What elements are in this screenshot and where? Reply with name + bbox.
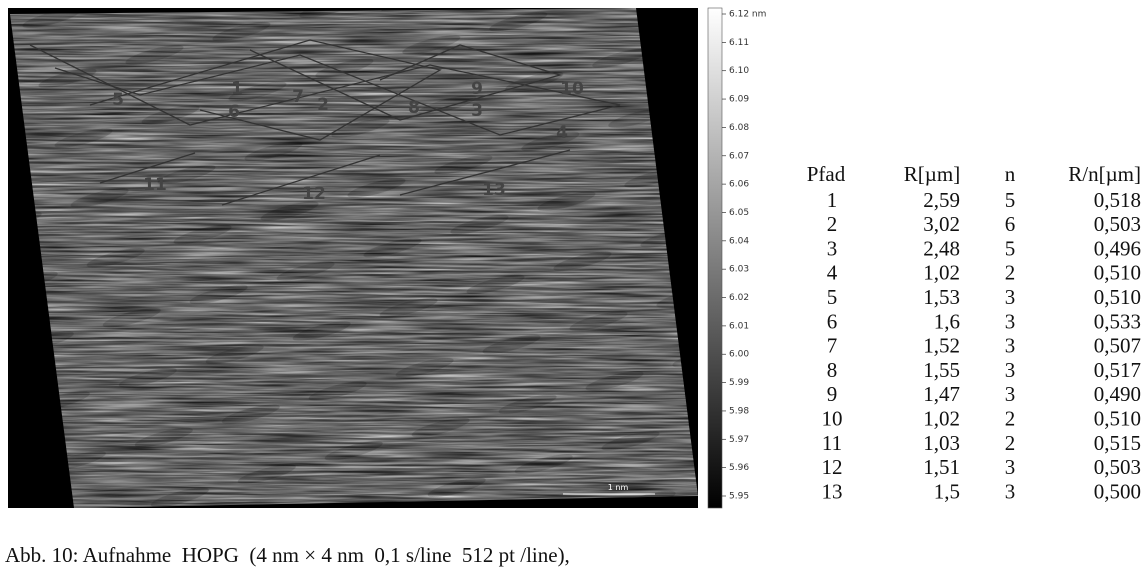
table-cell: 11	[822, 431, 842, 455]
table-cell: 0,533	[1094, 309, 1141, 333]
table-cell: 1,47	[923, 382, 960, 406]
table-cell: 3	[1005, 334, 1016, 358]
table-cell: 4	[827, 261, 838, 285]
table-cell: 1,6	[934, 309, 960, 333]
table-cell: 0,515	[1094, 431, 1141, 455]
table-cell: 9	[827, 382, 838, 406]
path-label: 10	[560, 79, 584, 99]
table-cell: 1,02	[923, 407, 960, 431]
path-label: 9	[471, 79, 483, 99]
table-cell: 7	[827, 334, 838, 358]
table-cell: 0,496	[1094, 236, 1141, 260]
table-cell: 2	[1005, 407, 1016, 431]
table-cell: 5	[827, 285, 838, 309]
path-label: 12	[302, 184, 326, 204]
table-cell: 3	[1005, 382, 1016, 406]
path-label: 2	[317, 95, 329, 115]
table-cell: 3	[827, 236, 838, 260]
table-cell: 0,507	[1094, 334, 1141, 358]
colorbar-label: 6.04	[729, 236, 749, 246]
table-cell: 2	[827, 212, 838, 236]
path-label: 4	[556, 123, 568, 143]
table-cell: 6	[1005, 212, 1016, 236]
colorbar-label: 6.00	[729, 350, 749, 360]
colorbar-label: 5.98	[729, 406, 749, 416]
table-header: Pfad	[807, 162, 846, 186]
table-cell: 1,52	[923, 334, 960, 358]
table-header: R/n[µm]	[1068, 162, 1141, 186]
table-cell: 3	[1005, 455, 1016, 479]
table-cell: 3	[1005, 479, 1016, 503]
table-cell: 12	[822, 455, 843, 479]
colorbar-label: 5.95	[729, 492, 749, 502]
table-cell: 1	[827, 188, 838, 212]
table-cell: 1,51	[923, 455, 960, 479]
table-cell: 3	[1005, 358, 1016, 382]
table-cell: 1,03	[923, 431, 960, 455]
path-label: 3	[471, 101, 483, 121]
scale-bar-label: 1 nm	[608, 483, 629, 492]
table-cell: 5	[1005, 188, 1016, 212]
table-cell: 2	[1005, 431, 1016, 455]
table-cell: 8	[827, 358, 838, 382]
path-label: 7	[292, 87, 304, 107]
colorbar-label: 5.99	[729, 378, 749, 388]
table-cell: 0,490	[1094, 382, 1141, 406]
colorbar-label: 6.12 nm	[729, 10, 766, 20]
table-cell: 3,02	[923, 212, 960, 236]
colorbar-label: 6.08	[729, 123, 749, 133]
table-cell: 2	[1005, 261, 1016, 285]
path-label: 8	[408, 98, 420, 118]
colorbar-label: 5.96	[729, 463, 749, 473]
table-cell: 6	[827, 309, 838, 333]
path-label: 11	[143, 175, 167, 195]
colorbar-label: 6.01	[729, 321, 749, 331]
colorbar-label: 6.03	[729, 265, 749, 275]
colorbar-label: 5.97	[729, 435, 749, 445]
colorbar-label: 6.07	[729, 151, 749, 161]
colorbar-label: 6.10	[729, 66, 749, 76]
colorbar-label: 6.11	[729, 38, 749, 48]
table-cell: 10	[822, 407, 843, 431]
table-cell: 3	[1005, 309, 1016, 333]
path-label: 5	[112, 90, 124, 110]
table-header: n	[1005, 162, 1016, 186]
path-label: 6	[228, 102, 240, 122]
table-cell: 13	[822, 479, 843, 503]
table-cell: 1,5	[934, 479, 960, 503]
table-cell: 0,503	[1094, 212, 1141, 236]
table-cell: 1,53	[923, 285, 960, 309]
table-cell: 0,503	[1094, 455, 1141, 479]
path-label: 13	[482, 180, 506, 200]
table-cell: 5	[1005, 236, 1016, 260]
table-cell: 0,518	[1094, 188, 1141, 212]
table-cell: 1,02	[923, 261, 960, 285]
table-cell: 0,517	[1094, 358, 1141, 382]
colorbar-label: 6.06	[729, 180, 749, 190]
colorbar-label: 6.09	[729, 95, 749, 105]
table-cell: 2,59	[923, 188, 960, 212]
path-lines	[29, 39, 621, 206]
afm-image: 1 2 3 4 5 6 7 8 9 10 11 12 13 1 nm	[8, 8, 698, 508]
table-cell: 0,510	[1094, 285, 1141, 309]
table-cell: 0,510	[1094, 407, 1141, 431]
colorbar	[707, 7, 723, 509]
table-cell: 3	[1005, 285, 1016, 309]
colorbar-label: 6.02	[729, 293, 749, 303]
path-label: 1	[231, 79, 243, 99]
table-cell: 0,500	[1094, 479, 1141, 503]
table-cell: 1,55	[923, 358, 960, 382]
table-header: R[µm]	[904, 162, 960, 186]
colorbar-label: 6.05	[729, 208, 749, 218]
caption: Abb. 10: Aufnahme HOPG (4 nm × 4 nm 0,1 …	[5, 543, 570, 567]
table-cell: 0,510	[1094, 261, 1141, 285]
table-cell: 2,48	[923, 236, 960, 260]
